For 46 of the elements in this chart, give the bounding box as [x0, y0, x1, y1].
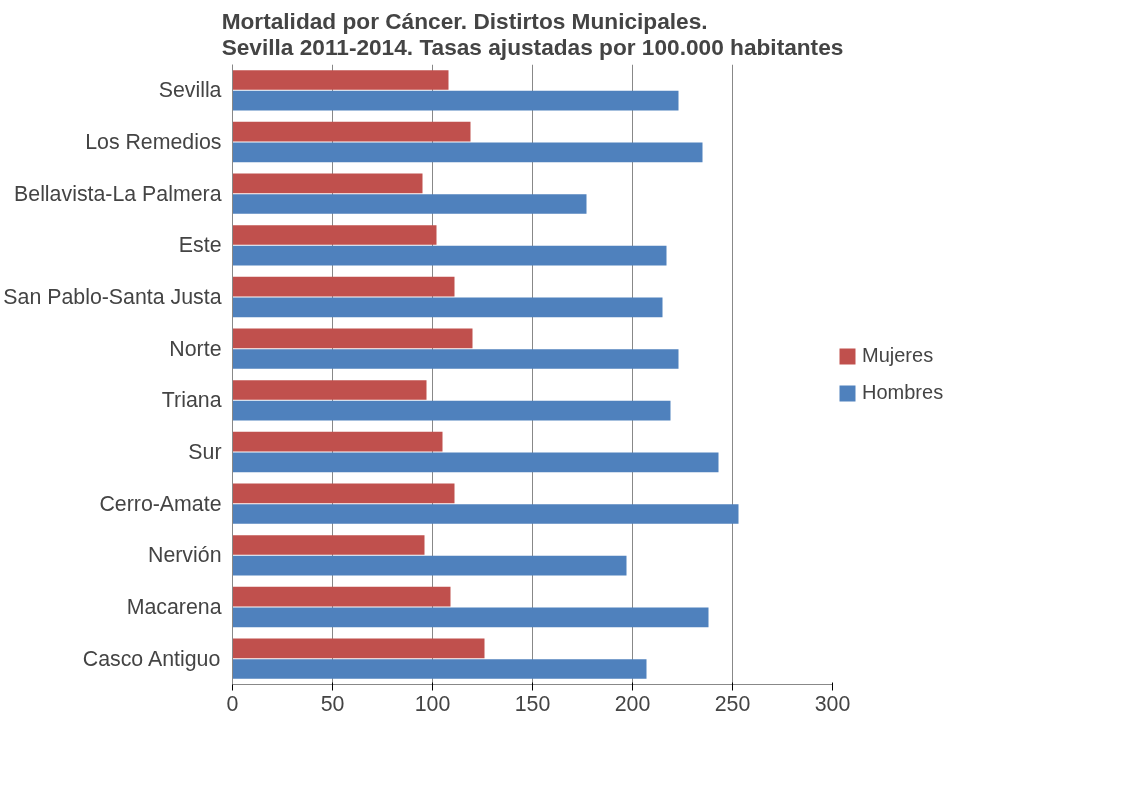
y-tick-label: San Pablo-Santa Justa	[3, 285, 222, 309]
bar	[232, 173, 423, 194]
bar	[232, 555, 627, 576]
bar	[232, 142, 703, 163]
bar	[232, 431, 443, 452]
y-tick-label: Bellavista-La Palmera	[14, 181, 222, 206]
y-tick-label: Cerro-Amate	[99, 491, 222, 516]
y-tick-label: Sevilla	[158, 78, 222, 103]
y-tick-label: Este	[178, 233, 222, 258]
x-tick-label: 100	[414, 691, 451, 716]
bar	[232, 400, 671, 421]
bar	[232, 328, 473, 349]
chart-title: Mortalidad por Cáncer. Distirtos Municipales. Sevilla 2011-2014. Tasas ajustadas por 100.000 habitantes	[221, 7, 844, 60]
x-tick-label: 0	[226, 691, 239, 716]
y-tick-label: Sur	[188, 440, 222, 464]
y-tick-label: Los Remedios	[85, 130, 222, 154]
y-tick-label: Triana	[161, 388, 222, 413]
y-tick-label: Norte	[169, 336, 222, 361]
bar	[232, 245, 667, 266]
y-tick-label: Nervión	[148, 543, 222, 568]
bar	[232, 483, 455, 504]
bar	[232, 659, 647, 679]
y-tick-label: Macarena	[126, 595, 222, 619]
bar	[232, 90, 679, 111]
bar	[232, 638, 485, 659]
bar	[232, 349, 679, 369]
legend-label: Mujeres	[862, 344, 934, 367]
bar	[232, 297, 663, 318]
x-tick-label: 150	[514, 691, 551, 716]
y-tick-label: Casco Antiguo	[82, 646, 221, 671]
bar	[232, 70, 449, 90]
x-tick-label: 250	[714, 691, 751, 716]
bar	[232, 452, 719, 473]
bar	[232, 225, 437, 245]
x-tick-label: 200	[614, 691, 651, 716]
bar	[232, 535, 425, 555]
bar	[232, 504, 739, 524]
bar	[232, 194, 587, 214]
bar	[232, 276, 455, 297]
bar	[232, 380, 427, 400]
bar	[232, 586, 451, 607]
legend-label: Hombres	[862, 381, 944, 404]
x-tick-label: 300	[814, 691, 851, 716]
x-tick-label: 50	[320, 691, 345, 716]
bar	[232, 121, 471, 142]
bar	[232, 607, 709, 628]
